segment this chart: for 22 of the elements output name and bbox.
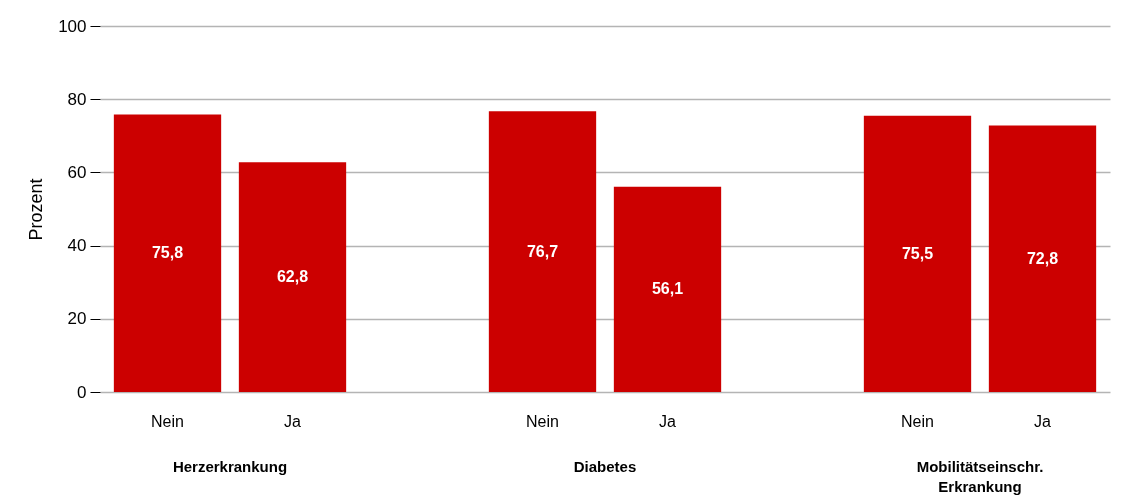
x-tick-label: Nein [151, 413, 184, 430]
x-tick-label: Ja [284, 413, 302, 430]
data-label: 75,8 [151, 244, 184, 262]
y-tick-label: 100 [58, 16, 87, 36]
y-tick-label: 0 [77, 382, 87, 402]
data-label: 75,5 [901, 244, 934, 262]
text: Diabetes [573, 458, 637, 475]
data-label: 72,8 [1026, 249, 1059, 267]
x-tick-label: Ja [1034, 413, 1052, 430]
y-axis-title: Prozent [26, 178, 47, 241]
y-tick-label: 60 [67, 162, 87, 182]
x-tick-label: Nein [526, 413, 559, 430]
y-tick-label: 40 [67, 236, 87, 256]
data-label: 76,7 [526, 242, 559, 260]
text: Mobilitätseinschr. Erkrankung [916, 458, 1044, 495]
x-tick-label: Nein [901, 413, 934, 430]
data-label: 56,1 [651, 280, 684, 298]
x-tick-label: Ja [659, 413, 677, 430]
text: Herzerkrankung [172, 458, 288, 475]
data-label: 62,8 [276, 268, 309, 286]
y-tick-label: 20 [67, 309, 87, 329]
y-tick-label: 80 [67, 89, 87, 109]
